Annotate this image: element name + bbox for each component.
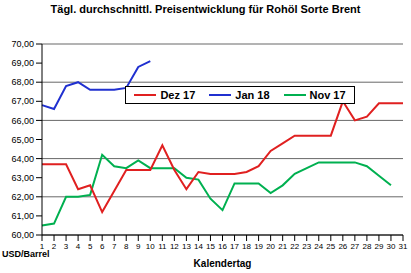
svg-text:17: 17 — [230, 242, 239, 251]
svg-text:3: 3 — [64, 242, 69, 251]
svg-text:9: 9 — [136, 242, 141, 251]
svg-text:6: 6 — [100, 242, 105, 251]
svg-text:68,00: 68,00 — [11, 77, 34, 87]
svg-text:2: 2 — [52, 242, 57, 251]
svg-text:16: 16 — [218, 242, 227, 251]
svg-text:18: 18 — [242, 242, 251, 251]
svg-text:23: 23 — [302, 242, 311, 251]
svg-text:1: 1 — [40, 242, 45, 251]
svg-text:25: 25 — [326, 242, 335, 251]
svg-text:27: 27 — [350, 242, 359, 251]
svg-text:66,00: 66,00 — [11, 116, 34, 126]
svg-text:14: 14 — [194, 242, 203, 251]
svg-text:20: 20 — [266, 242, 275, 251]
html-text:USD/Barrel: USD/Barrel — [2, 249, 50, 259]
svg-text:8: 8 — [124, 242, 129, 251]
html-text:Jan 18: Jan 18 — [235, 89, 270, 101]
svg-text:67,00: 67,00 — [11, 96, 34, 106]
svg-text:13: 13 — [182, 242, 191, 251]
svg-text:12: 12 — [170, 242, 179, 251]
svg-text:7: 7 — [112, 242, 117, 251]
svg-text:15: 15 — [206, 242, 215, 251]
svg-text:24: 24 — [314, 242, 323, 251]
svg-text:63,00: 63,00 — [11, 173, 34, 183]
svg-text:65,00: 65,00 — [11, 135, 34, 145]
svg-text:11: 11 — [158, 242, 167, 251]
svg-text:26: 26 — [338, 242, 347, 251]
svg-text:5: 5 — [88, 242, 93, 251]
svg-text:22: 22 — [290, 242, 299, 251]
svg-text:62,00: 62,00 — [11, 192, 34, 202]
svg-text:60,00: 60,00 — [11, 230, 34, 240]
html-text:Nov 17: Nov 17 — [309, 89, 346, 101]
svg-text:4: 4 — [76, 242, 81, 251]
svg-text:64,00: 64,00 — [11, 154, 34, 164]
svg-text:30: 30 — [387, 242, 396, 251]
svg-text:31: 31 — [399, 242, 403, 251]
svg-text:28: 28 — [362, 242, 371, 251]
html-text:Tägl. durchschnittl. Preisentw: Tägl. durchschnittl. Preisentwicklung fü… — [50, 3, 361, 15]
svg-text:70,00: 70,00 — [11, 39, 34, 49]
html-text:Dez 17: Dez 17 — [160, 89, 196, 101]
svg-text:29: 29 — [374, 242, 383, 251]
svg-text:69,00: 69,00 — [11, 58, 34, 68]
svg-text:19: 19 — [254, 242, 263, 251]
svg-text:Kalendertag: Kalendertag — [194, 258, 252, 269]
svg-text:21: 21 — [278, 242, 287, 251]
svg-text:61,00: 61,00 — [11, 211, 34, 221]
svg-text:10: 10 — [146, 242, 155, 251]
